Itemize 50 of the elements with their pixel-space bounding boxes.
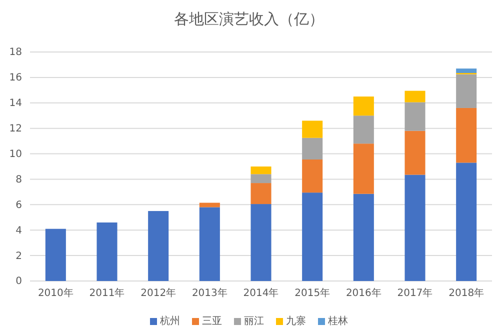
bar (456, 68, 477, 73)
bar (456, 74, 477, 108)
x-tick-label: 2018年 (448, 287, 484, 300)
bar (302, 138, 323, 160)
chart-title: 各地区演艺收入（亿） (174, 10, 324, 28)
bar (353, 144, 374, 194)
legend-label: 桂林 (327, 315, 348, 327)
y-tick-label: 8 (16, 174, 22, 186)
y-tick-label: 12 (9, 124, 22, 135)
y-tick-label: 2 (16, 250, 22, 262)
bar (199, 202, 220, 208)
bar (404, 90, 426, 102)
bar (404, 174, 426, 281)
bar (199, 207, 220, 281)
legend-label: 九寨 (286, 315, 306, 327)
y-tick-label: 16 (9, 72, 22, 84)
bar (250, 183, 272, 204)
y-tick-label: 4 (16, 225, 22, 236)
x-tick-label: 2010年 (38, 287, 74, 300)
y-tick-label: 18 (9, 47, 22, 58)
y-tick-label: 14 (9, 98, 22, 110)
bar (250, 166, 272, 174)
y-tick-label: 0 (16, 276, 22, 288)
bar (404, 130, 426, 175)
x-tick-label: 2014年 (243, 287, 279, 300)
x-tick-label: 2017年 (397, 287, 433, 300)
bar (456, 162, 477, 281)
bar (404, 102, 426, 131)
legend-label: 杭州 (159, 315, 180, 327)
bar (45, 228, 66, 281)
x-tick-label: 2016年 (346, 287, 382, 300)
bar (353, 116, 374, 144)
bar (456, 108, 477, 163)
y-tick-label: 6 (16, 200, 22, 211)
bar (353, 96, 374, 116)
legend-label: 丽江 (244, 315, 264, 327)
y-tick-label: 10 (9, 148, 22, 160)
bar (148, 211, 169, 281)
x-tick-label: 2012年 (140, 287, 176, 300)
bar (353, 194, 374, 281)
bar (250, 204, 272, 281)
bar (302, 160, 323, 193)
legend-label: 三亚 (202, 316, 222, 327)
bar (96, 222, 118, 281)
bar (302, 192, 323, 281)
bar (250, 174, 272, 184)
x-tick-label: 2015年 (294, 287, 330, 300)
x-tick-label: 2013年 (192, 287, 228, 300)
x-tick-label: 2011年 (89, 287, 125, 300)
bar (302, 120, 323, 138)
